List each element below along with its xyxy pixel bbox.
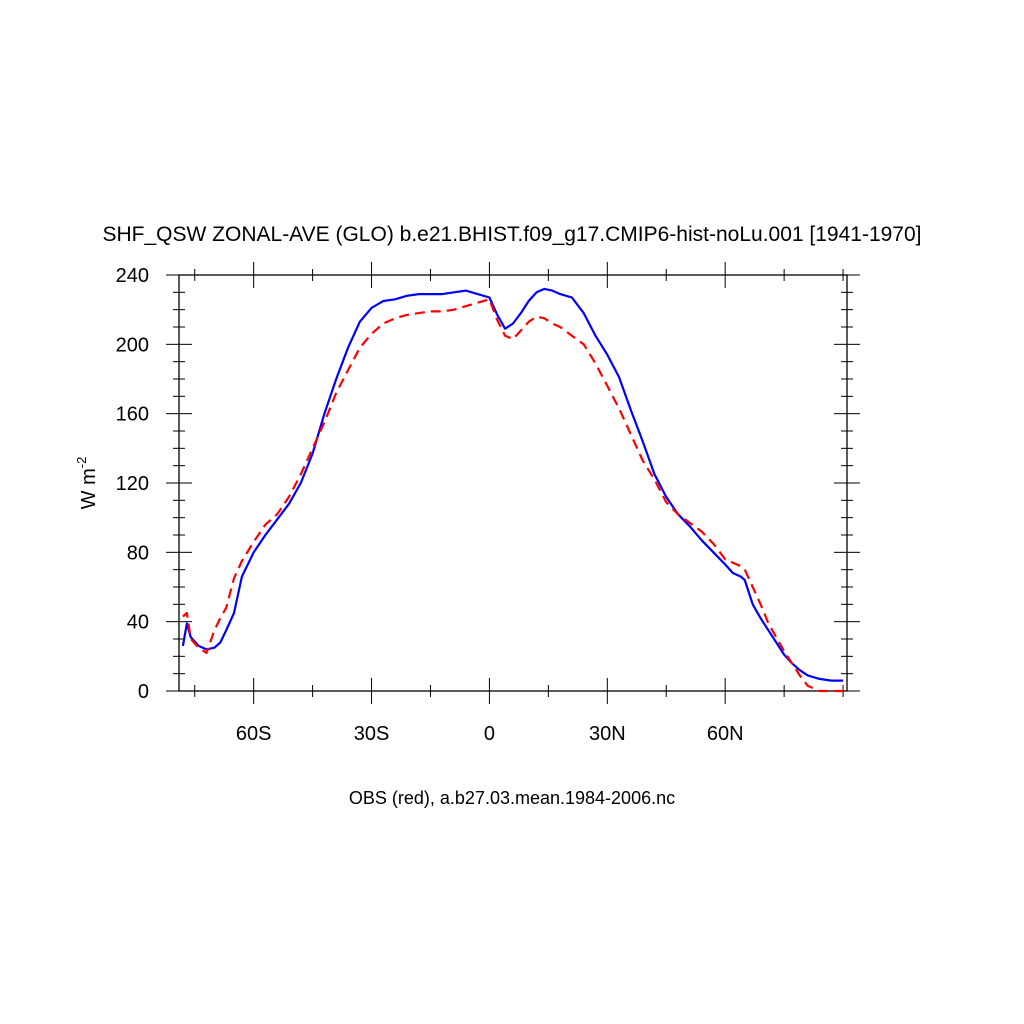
y-tick-label: 240 xyxy=(116,265,149,287)
y-axis-label-main: W m xyxy=(78,468,100,509)
y-axis-label-superscript: -2 xyxy=(74,457,89,469)
plot-frame xyxy=(178,274,848,692)
obs-series-line xyxy=(182,298,844,693)
plot-area: 0 40 80 120 160 200 240 60S 30S 0 30N 60N xyxy=(116,262,860,745)
x-tick-label: 60N xyxy=(707,723,744,745)
x-tick-label: 30N xyxy=(589,723,626,745)
y-tick-label: 0 xyxy=(138,681,149,703)
x-tick-label: 0 xyxy=(484,723,495,745)
y-tick-label: 40 xyxy=(127,612,149,634)
y-tick-label: 160 xyxy=(116,404,149,426)
model-series-line xyxy=(181,287,844,682)
x-tick-label: 30S xyxy=(354,723,390,745)
y-tick-label: 80 xyxy=(127,542,149,564)
y-tick-label: 200 xyxy=(116,334,149,356)
y-axis-label: W m-2 xyxy=(74,457,100,510)
x-tick-label: 60S xyxy=(236,723,272,745)
x-axis-label: OBS (red), a.b27.03.mean.1984-2006.nc xyxy=(349,788,675,808)
y-tick-label: 120 xyxy=(116,473,149,495)
chart-title: SHF_QSW ZONAL-AVE (GLO) b.e21.BHIST.f09_… xyxy=(103,223,922,246)
